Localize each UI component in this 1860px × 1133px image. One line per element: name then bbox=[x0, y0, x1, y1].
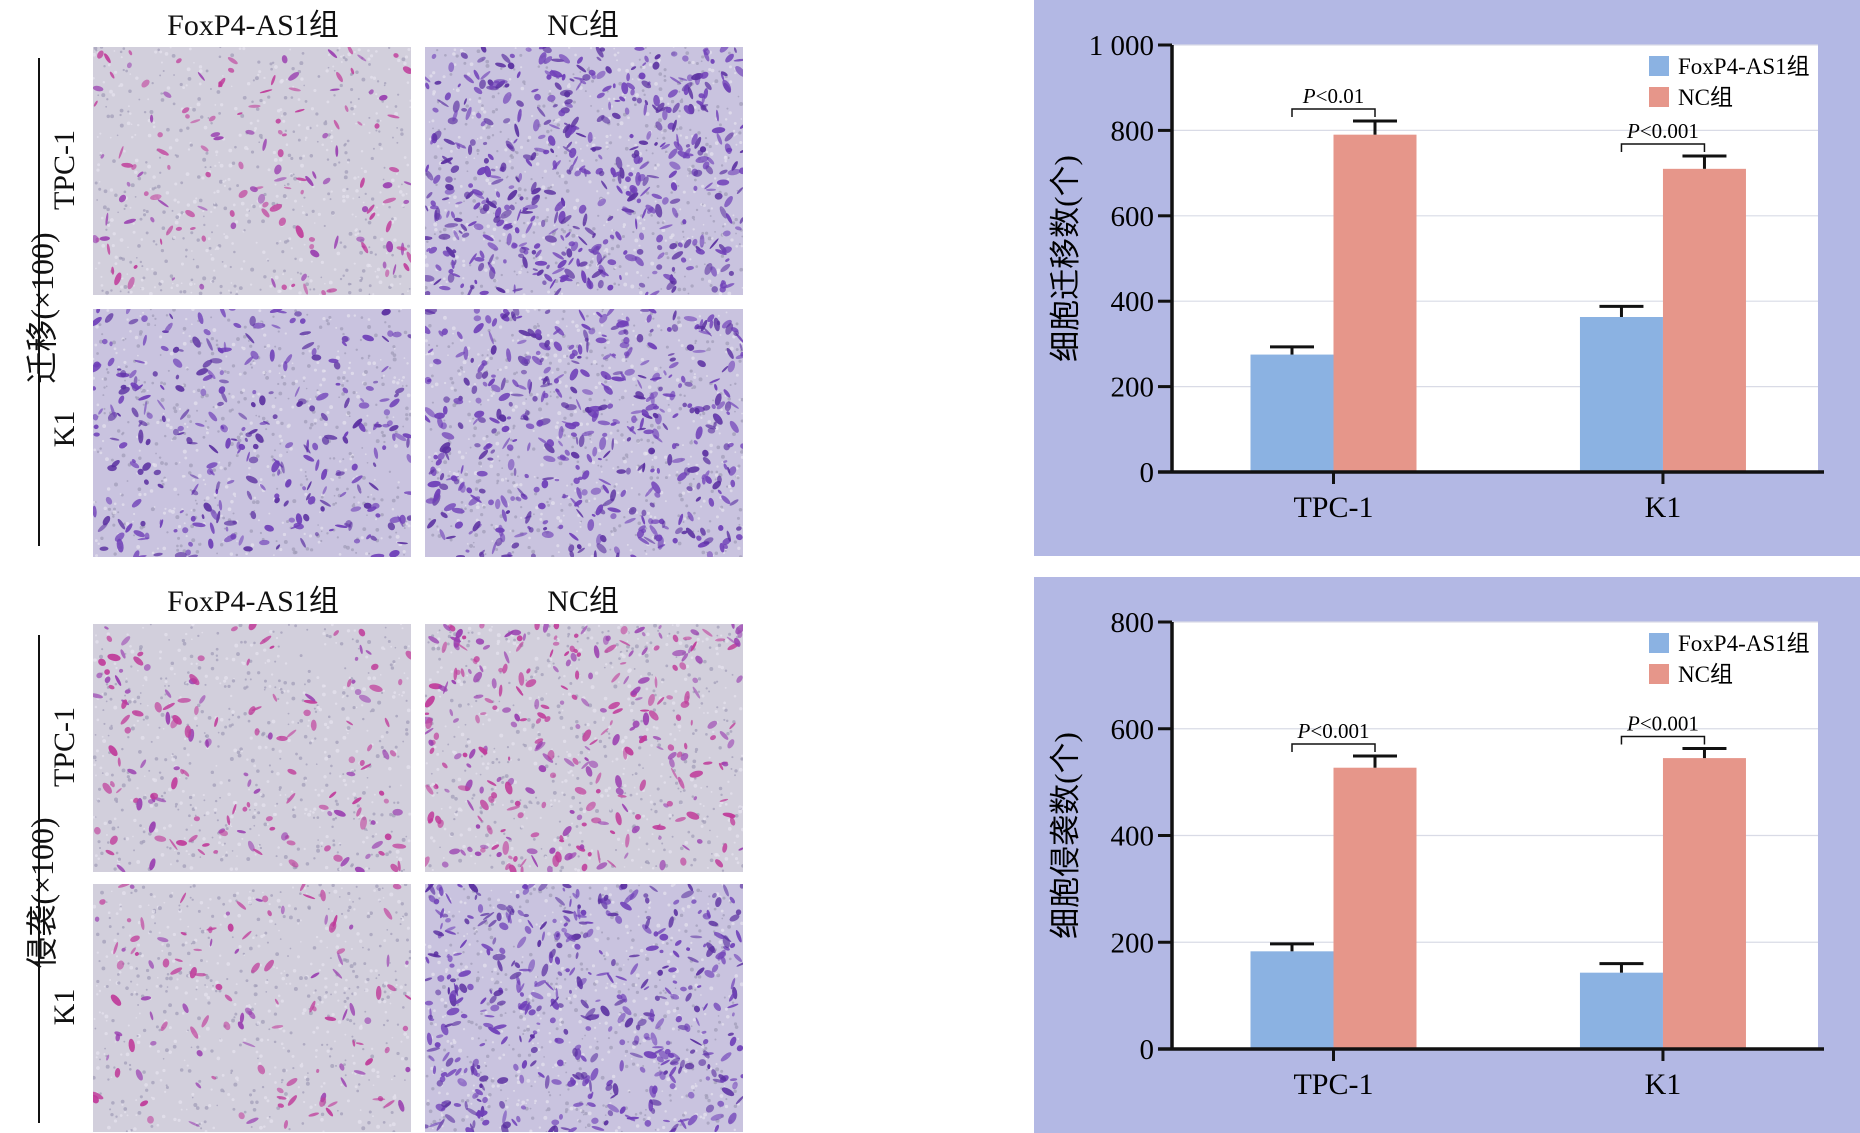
migration-bar-chart: 0 200 400 600 800 1 000 P<0.01 TPC-1 P<0.001 K1 细胞… bbox=[1048, 30, 1824, 524]
bar-nc-k1 bbox=[1662, 168, 1746, 472]
bar-nc-tpc1 bbox=[1333, 134, 1417, 473]
bar-foxp4-tpc1 bbox=[1250, 951, 1334, 1049]
stain-texture bbox=[93, 47, 411, 295]
migration-chart-panel: 0 200 400 600 800 1 000 P<0.01 TPC-1 P<0.001 K1 细胞… bbox=[1034, 0, 1860, 556]
legend-label: FoxP4-AS1组 bbox=[1678, 54, 1810, 79]
stain-texture bbox=[93, 309, 411, 557]
y-tick-label: 200 bbox=[1111, 927, 1155, 959]
row-label-tpc1: TPC-1 bbox=[48, 130, 81, 211]
x-tick-label: K1 bbox=[1645, 1068, 1682, 1101]
legend-swatch bbox=[1649, 664, 1669, 684]
y-tick-label: 0 bbox=[1140, 457, 1155, 489]
bar-foxp4-k1 bbox=[1579, 972, 1663, 1049]
col-label-nc: NC组 bbox=[547, 585, 619, 618]
stain-texture bbox=[93, 884, 411, 1132]
side-divider bbox=[38, 635, 40, 1123]
bar-nc-tpc1 bbox=[1333, 767, 1417, 1049]
p-value-label: P<0.001 bbox=[1626, 711, 1699, 735]
significance-bracket bbox=[1291, 743, 1376, 752]
legend-swatch bbox=[1649, 56, 1669, 76]
significance-bracket bbox=[1620, 735, 1706, 745]
invasion-bar-chart: 0 200 400 600 800 P<0.001 TPC-1 P<0.001 K1 细胞侵袭数(… bbox=[1048, 607, 1824, 1101]
y-tick-label: 400 bbox=[1111, 286, 1155, 318]
row-label-k1: K1 bbox=[48, 988, 81, 1026]
legend-label: FoxP4-AS1组 bbox=[1678, 631, 1810, 656]
row-label-k1: K1 bbox=[48, 410, 81, 448]
invasion-chart-panel: 0 200 400 600 800 P<0.001 TPC-1 P<0.001 K1 细胞侵袭数(… bbox=[1034, 577, 1860, 1133]
y-tick-label: 600 bbox=[1111, 201, 1155, 233]
legend-label: NC组 bbox=[1678, 85, 1733, 110]
row-label-tpc1: TPC-1 bbox=[48, 707, 81, 788]
y-axis-label: 细胞侵袭数(个) bbox=[1048, 732, 1083, 939]
side-divider bbox=[38, 58, 40, 546]
col-label-foxp4: FoxP4-AS1组 bbox=[167, 585, 339, 618]
micrograph-migration-tpc1-nc bbox=[425, 47, 743, 295]
significance-bracket bbox=[1291, 108, 1376, 118]
legend-swatch bbox=[1649, 633, 1669, 653]
col-label-foxp4: FoxP4-AS1组 bbox=[167, 9, 339, 42]
y-tick-label: 800 bbox=[1111, 115, 1155, 147]
stain-texture bbox=[425, 624, 743, 872]
bar-nc-k1 bbox=[1662, 758, 1746, 1049]
y-tick-label: 0 bbox=[1140, 1034, 1155, 1066]
y-tick-label: 800 bbox=[1111, 607, 1155, 639]
bar-foxp4-tpc1 bbox=[1250, 354, 1334, 472]
y-tick-label: 600 bbox=[1111, 714, 1155, 746]
legend-swatch bbox=[1649, 87, 1669, 107]
y-axis-label: 细胞迁移数(个) bbox=[1048, 155, 1083, 362]
col-label-nc: NC组 bbox=[547, 9, 619, 42]
significance-bracket bbox=[1620, 143, 1706, 153]
x-tick-label: TPC-1 bbox=[1293, 1068, 1373, 1101]
micrograph-invasion-k1-nc bbox=[425, 884, 743, 1132]
stain-texture bbox=[93, 624, 411, 872]
y-tick-label: 400 bbox=[1111, 821, 1155, 853]
micrograph-invasion-tpc1-foxp4 bbox=[93, 624, 411, 872]
p-value-label: P<0.01 bbox=[1302, 84, 1364, 108]
p-value-label: P<0.001 bbox=[1626, 119, 1699, 143]
bar-foxp4-k1 bbox=[1579, 316, 1663, 472]
y-tick-label: 200 bbox=[1111, 372, 1155, 404]
micrograph-migration-k1-nc bbox=[425, 309, 743, 557]
stain-texture bbox=[425, 47, 743, 295]
y-tick-label: 1 000 bbox=[1089, 30, 1154, 62]
p-value-label: P<0.001 bbox=[1297, 719, 1370, 743]
stain-texture bbox=[425, 309, 743, 557]
stain-texture bbox=[425, 884, 743, 1132]
micrograph-invasion-k1-foxp4 bbox=[93, 884, 411, 1132]
legend-label: NC组 bbox=[1678, 662, 1733, 687]
micrograph-migration-k1-foxp4 bbox=[93, 309, 411, 557]
micrograph-invasion-tpc1-nc bbox=[425, 624, 743, 872]
x-tick-label: K1 bbox=[1645, 491, 1682, 524]
x-tick-label: TPC-1 bbox=[1293, 491, 1373, 524]
micrograph-migration-tpc1-foxp4 bbox=[93, 47, 411, 295]
